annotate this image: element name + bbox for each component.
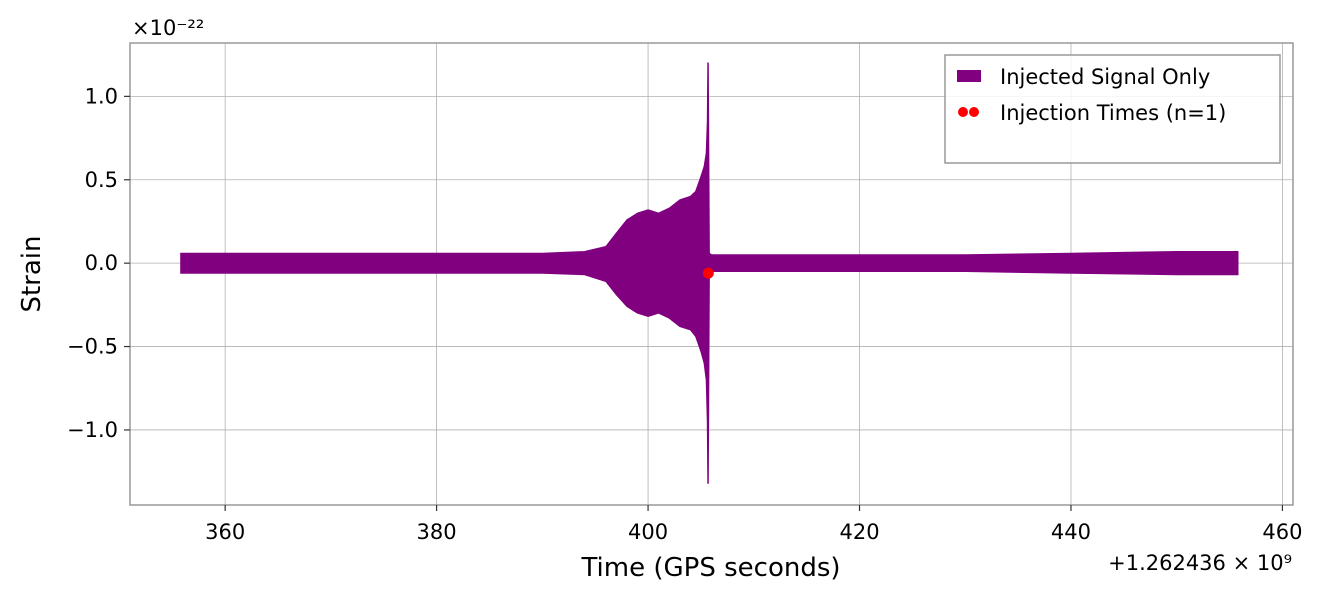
injection-time-point — [702, 267, 714, 279]
x-offset-label: +1.262436 × 10⁹ — [1108, 551, 1292, 575]
x-tick-label: 460 — [1262, 520, 1302, 544]
x-tick-label: 400 — [628, 520, 668, 544]
axes-frame — [129, 42, 1294, 506]
x-axis-title: Time (GPS seconds) — [580, 553, 840, 583]
x-tick-label: 420 — [839, 520, 879, 544]
legend-label-injected-signal: Injected Signal Only — [1000, 65, 1210, 89]
legend: Injected Signal Only Injection Times (n=… — [944, 54, 1281, 164]
legend-label-injection-times: Injection Times (n=1) — [1000, 101, 1226, 125]
plot-area — [180, 62, 1239, 484]
y-tick-label: 0.0 — [85, 251, 118, 275]
x-axis-ticks: 360 380 400 420 440 460 — [205, 505, 1302, 544]
x-tick-label: 380 — [417, 520, 457, 544]
legend-frame — [944, 54, 1281, 164]
y-tick-label: 0.5 — [85, 168, 118, 192]
y-scale-label: ×10⁻²² — [132, 16, 204, 40]
y-tick-label: 1.0 — [85, 84, 118, 108]
legend-marker-injection-times — [969, 107, 979, 117]
y-axis-ticks: 1.0 0.5 0.0 −0.5 −1.0 — [67, 84, 130, 442]
y-tick-label: −1.0 — [67, 418, 118, 442]
x-tick-label: 360 — [205, 520, 245, 544]
legend-marker-injection-times — [958, 107, 968, 117]
legend-swatch-injected-signal — [957, 70, 981, 82]
x-tick-label: 440 — [1051, 520, 1091, 544]
y-tick-label: −0.5 — [67, 335, 118, 359]
y-axis-title: Strain — [17, 235, 47, 312]
